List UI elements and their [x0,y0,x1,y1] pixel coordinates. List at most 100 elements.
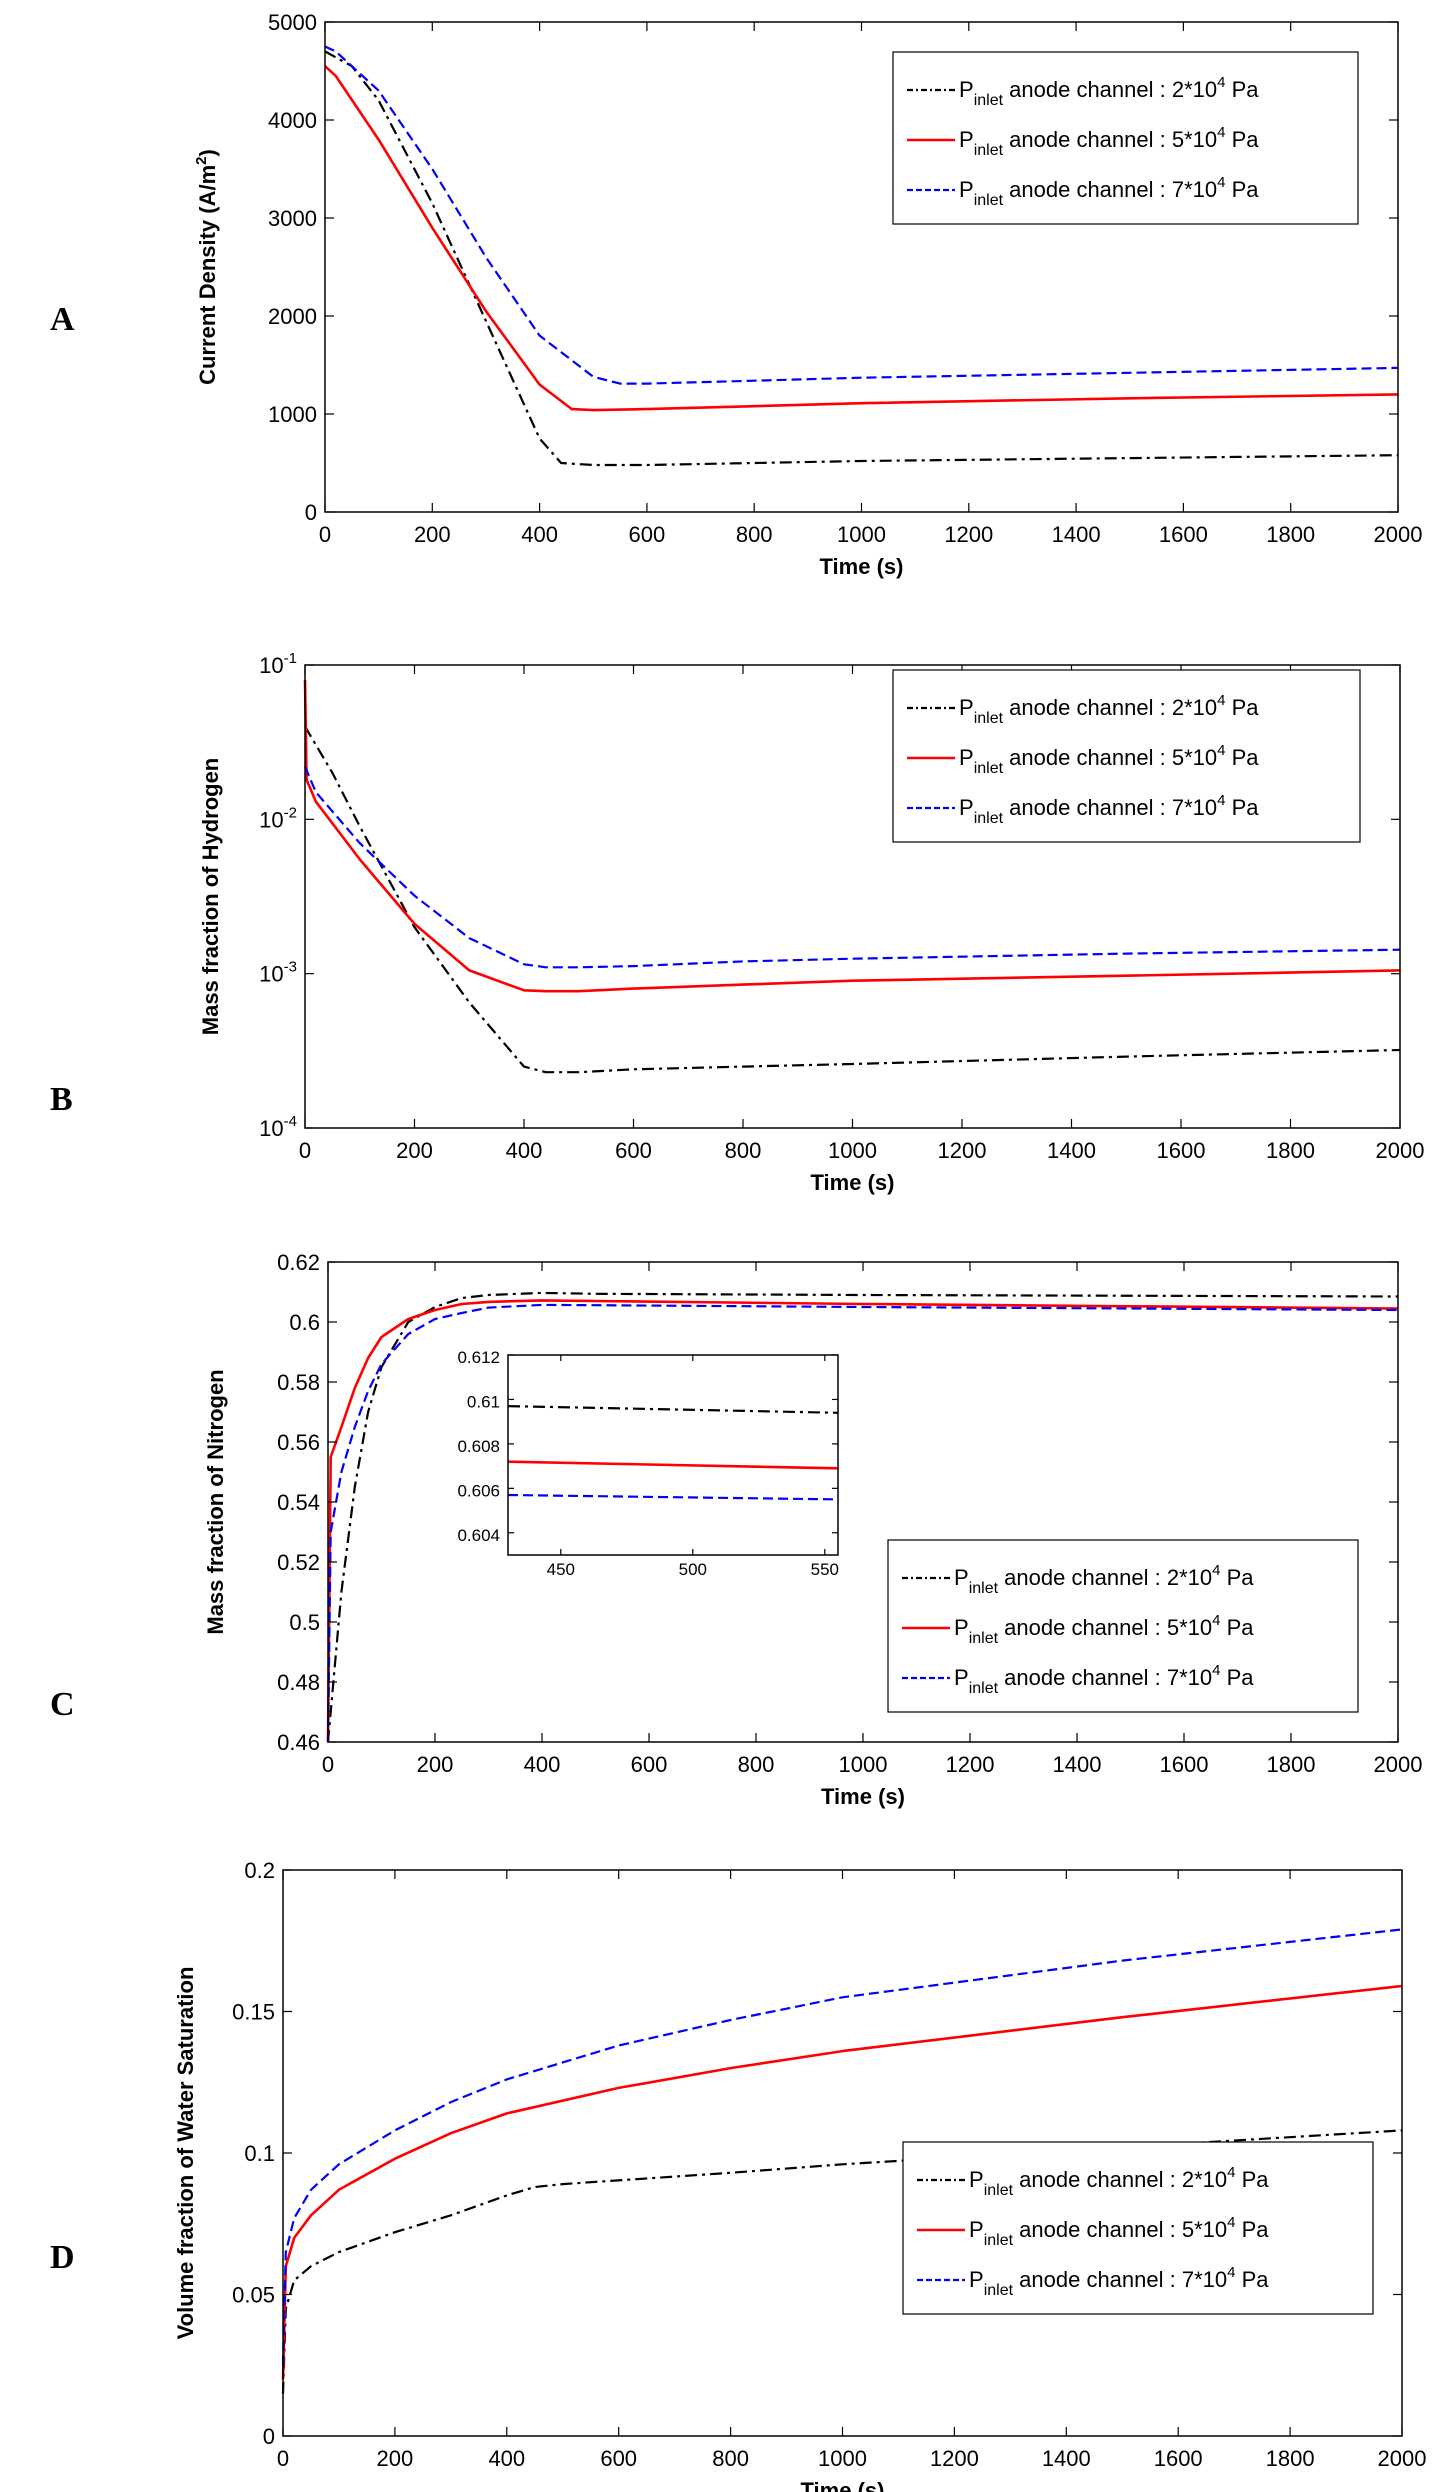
panel-b-x-tick-label: 2000 [1376,1138,1425,1163]
panel-d-x-axis-label: Time (s) [801,2478,885,2492]
panel-b-y-tick-label: 10-2 [259,804,297,832]
panel-c-y-axis-label: Mass fraction of Nitrogen [203,1369,228,1634]
panel-c-x-axis-label: Time (s) [821,1784,905,1809]
panel-b-x-tick-label: 200 [396,1138,433,1163]
panel-d-panel-letter: D [50,2239,75,2276]
panel-c-x-tick-label: 0 [322,1752,334,1777]
panel-c-x-tick-label: 1000 [839,1752,888,1777]
panel-b-x-tick-label: 1000 [828,1138,877,1163]
chart-panel-a: 0 200 400 600 800 1000 1200 1400 1600 1800 2000 0 10… [50,10,1422,579]
panel-d-x-tick-label: 400 [488,2446,525,2471]
panel-d-x-tick-label: 600 [600,2446,637,2471]
panel-a-x-tick-label: 2000 [1374,522,1423,547]
panel-a-series-2e4-pa [324,50,1399,467]
panel-a-x-axis-label: Time (s) [820,554,904,579]
panel-a-legend-label-series-7e4-pa: Pinlet anode channel : 7*104 Pa [959,174,1259,209]
panel-d-x-tick-label: 200 [377,2446,414,2471]
panel-a-y-tick-label: 5000 [268,10,317,35]
inset-series-7e4-pa [507,1493,839,1501]
inset-plot-frame [507,1354,839,1556]
inset-background [508,1355,838,1555]
panel-b-legend-label-series-2e4-pa: Pinlet anode channel : 2*104 Pa [959,692,1259,727]
panel-b-legend-label-series-7e4-pa: Pinlet anode channel : 7*104 Pa [959,792,1259,827]
panel-c-x-tick-label: 800 [738,1752,775,1777]
panel-a-y-tick-label: 1000 [268,402,317,427]
panel-b-y-tick-label: 10-1 [259,650,297,678]
panel-c-series-2e4-pa [326,1291,1399,1743]
panel-a-x-tick-label: 1600 [1159,522,1208,547]
panel-a-x-tick-label: 1000 [837,522,886,547]
panel-c-y-tick-label: 0.5 [289,1610,320,1635]
panel-c-series-5e4-pa [326,1299,1399,1743]
panel-b-y-tick-label: 10-4 [259,1113,297,1141]
panel-b-series-2e4-pa [304,725,1401,1074]
panel-d-y-tick-label: 0.1 [244,2141,275,2166]
panel-d-x-tick-label: 1600 [1154,2446,1203,2471]
inset-x-tick-label: 450 [547,1560,575,1579]
panel-c-legend-label-series-2e4-pa: Pinlet anode channel : 2*104 Pa [954,1562,1254,1597]
panel-a-legend-label-series-5e4-pa: Pinlet anode channel : 5*104 Pa [959,124,1259,159]
panel-d-series-7e4-pa [281,1928,1403,2366]
panel-c-x-tick-label: 2000 [1374,1752,1423,1777]
panel-c-x-tick-label: 1600 [1160,1752,1209,1777]
panel-c-y-tick-label: 0.6 [289,1310,320,1335]
panel-d-x-tick-label: 2000 [1378,2446,1427,2471]
panel-d-y-tick-label: 0.2 [244,1858,275,1883]
panel-b-panel-letter: B [50,1081,73,1118]
panel-c-legend-label-series-5e4-pa: Pinlet anode channel : 5*104 Pa [954,1612,1254,1647]
inset-series-5e4-pa [507,1460,839,1470]
panel-c-y-tick-label: 0.54 [277,1490,320,1515]
panel-c-x-tick-label: 1800 [1267,1752,1316,1777]
panel-a-y-tick-label: 0 [305,500,317,525]
panel-c-x-tick-label: 200 [417,1752,454,1777]
panel-c-x-tick-label: 600 [631,1752,668,1777]
panel-c-x-tick-label: 400 [524,1752,561,1777]
panel-c-y-tick-label: 0.52 [277,1550,320,1575]
panel-c-y-tick-label: 0.48 [277,1670,320,1695]
panel-d-legend-box [902,2141,1374,2315]
panel-d-x-tick-label: 1800 [1266,2446,1315,2471]
inset-y-tick-label: 0.606 [457,1481,500,1500]
panel-a-x-tick-label: 800 [736,522,773,547]
panel-d-x-tick-label: 1200 [930,2446,979,2471]
panel-b-y-axis-label: Mass fraction of Hydrogen [198,758,223,1035]
panel-b-x-tick-label: 1600 [1157,1138,1206,1163]
panel-b-y-tick-label: 10-3 [259,959,297,987]
inset-y-tick-label: 0.608 [457,1437,500,1456]
panel-c-legend-box [887,1539,1359,1713]
panel-c-x-tick-label: 1200 [946,1752,995,1777]
panel-a-y-tick-label: 4000 [268,108,317,133]
panel-a-x-tick-label: 200 [414,522,451,547]
inset-y-tick-label: 0.61 [467,1392,500,1411]
panel-c-legend-label-series-7e4-pa: Pinlet anode channel : 7*104 Pa [954,1662,1254,1697]
inset-y-tick-label: 0.604 [457,1526,500,1545]
panel-b-series-5e4-pa [303,679,1401,993]
panel-d-x-tick-label: 1400 [1042,2446,1091,2471]
panel-b-x-tick-label: 600 [615,1138,652,1163]
panel-a-y-tick-label: 3000 [268,206,317,231]
inset-series-2e4-pa [507,1405,839,1414]
panel-a-x-tick-label: 600 [629,522,666,547]
panel-a-x-tick-label: 1200 [944,522,993,547]
panel-a-series-7e4-pa [324,45,1399,385]
chart-panel-b: 0 200 400 600 800 1000 1200 1400 1600 1800 2000 10-… [50,650,1424,1195]
chart-panel-d: 0 200 400 600 800 1000 1200 1400 1600 1800 2000 0 0.… [50,1858,1426,2492]
panel-b-x-tick-label: 400 [506,1138,543,1163]
panel-c-x-tick-label: 1400 [1053,1752,1102,1777]
panel-b-legend-box [892,669,1361,843]
panel-a-panel-letter: A [50,301,75,338]
panel-d-series-5e4-pa [281,1984,1403,2380]
panel-c-y-tick-label: 0.58 [277,1370,320,1395]
chart-panel-c-inset: 450 500 550 0.604 0.606 0.608 0.61 0.612 [457,1348,839,1579]
panel-d-y-tick-label: 0 [263,2424,275,2449]
panel-d-x-tick-label: 800 [712,2446,749,2471]
chart-panel-c: 0 200 400 600 800 1000 1200 1400 1600 1800 2000 0.4… [50,1250,1422,1809]
panel-b-x-tick-label: 1400 [1047,1138,1096,1163]
panel-a-x-tick-label: 1800 [1266,522,1315,547]
panel-a-y-axis-label: Current Density (A/m2) [193,149,220,385]
inset-x-tick-label: 550 [811,1560,839,1579]
panel-b-x-axis-label: Time (s) [811,1170,895,1195]
panel-b-x-tick-label: 800 [725,1138,762,1163]
inset-y-tick-label: 0.612 [457,1348,500,1367]
